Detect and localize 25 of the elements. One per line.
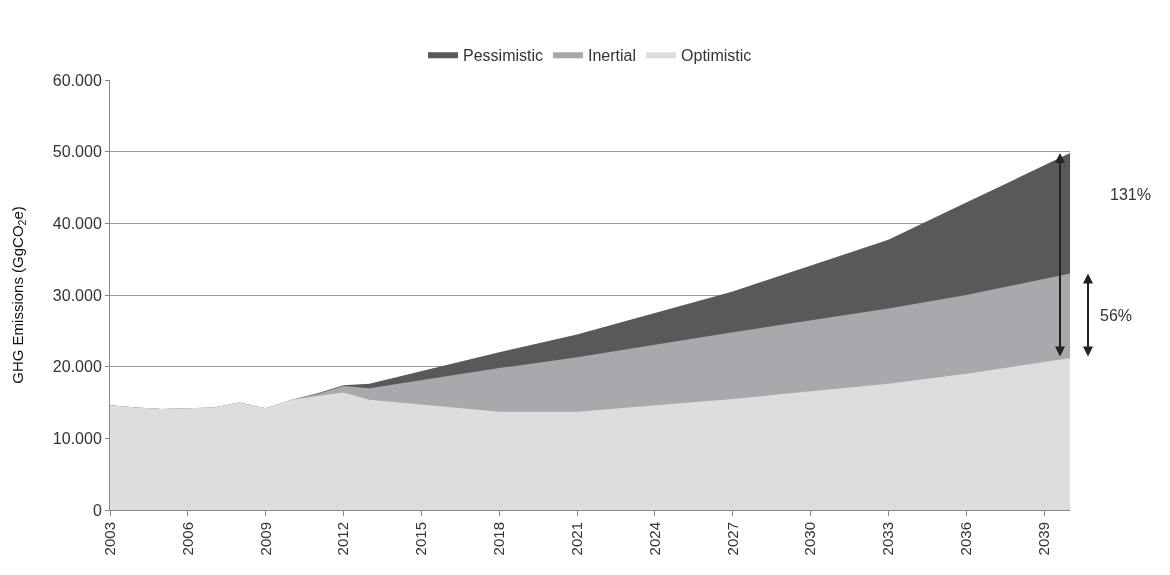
- x-tick-label: 2024: [645, 522, 663, 556]
- x-tick-label: 2009: [256, 522, 274, 556]
- legend-label: Optimistic: [681, 46, 752, 64]
- x-tick-label: 2039: [1034, 522, 1052, 556]
- y-tick-label: 30.000: [52, 286, 102, 304]
- x-tick-label: 2033: [879, 522, 897, 556]
- text: 56%: [1100, 307, 1133, 324]
- y-tick-label: 0: [92, 501, 102, 519]
- y-tick-label: 10.000: [52, 429, 102, 447]
- x-tick-label: 2021: [567, 522, 585, 556]
- text: 131%: [1110, 186, 1151, 203]
- x-tick-label: 2030: [801, 522, 819, 556]
- x-tick-label: 2015: [412, 522, 430, 556]
- y-tick-label: 60.000: [52, 71, 102, 89]
- x-tick-label: 2012: [334, 522, 352, 556]
- x-tick-label: 2006: [178, 522, 196, 556]
- legend-label: Inertial: [588, 46, 637, 64]
- y-tick-label: 50.000: [52, 143, 102, 161]
- x-tick-label: 2018: [490, 522, 508, 556]
- y-tick-label: 40.000: [52, 214, 102, 232]
- y-tick-label: 20.000: [52, 358, 102, 376]
- x-tick-label: 2027: [723, 522, 741, 556]
- x-tick-label: 2003: [100, 522, 118, 556]
- x-tick-label: 2036: [957, 522, 975, 556]
- legend-label: Pessimistic: [463, 46, 544, 64]
